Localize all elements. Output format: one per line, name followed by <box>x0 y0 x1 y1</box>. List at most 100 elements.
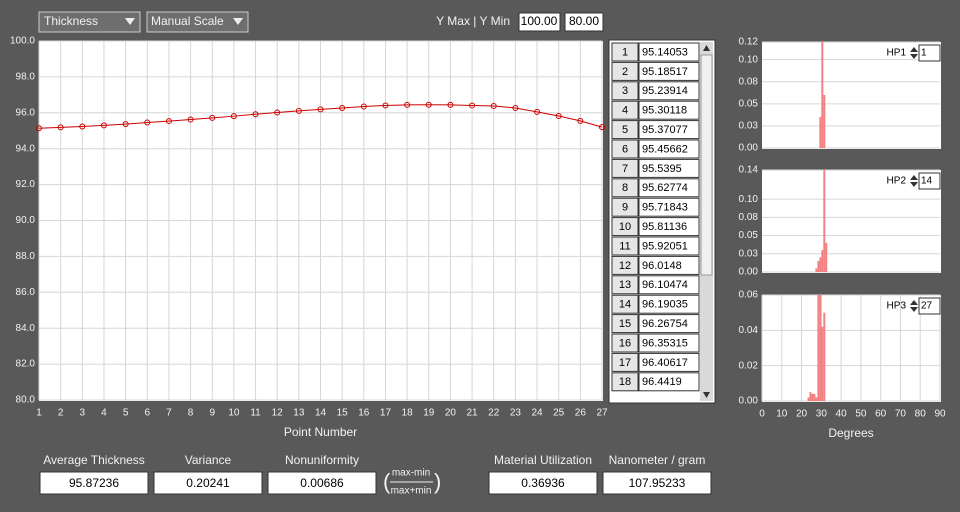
x-tick-label: 2 <box>58 408 64 419</box>
row-index-cell <box>611 217 639 237</box>
spinner-label: HP1 <box>887 48 907 59</box>
y-tick-label: 0.04 <box>739 325 759 336</box>
row-index-cell <box>611 314 639 334</box>
stat-box <box>39 471 149 495</box>
spinner-up[interactable] <box>910 175 918 180</box>
spinner-down[interactable] <box>910 54 918 59</box>
scroll-thumb[interactable] <box>700 54 713 276</box>
row-value: 96.40617 <box>642 357 688 369</box>
row-index-cell <box>611 120 639 140</box>
spinner-input[interactable] <box>918 172 941 190</box>
x-tick-label: 7 <box>166 408 172 419</box>
y-range-label: Y Max | Y Min <box>436 14 510 28</box>
row-index: 5 <box>622 124 628 136</box>
measure-dropdown[interactable] <box>38 11 141 33</box>
x-tick-label: 40 <box>836 409 848 420</box>
row-value: 95.14053 <box>642 46 688 58</box>
row-value-cell <box>638 158 700 178</box>
row-index-cell <box>611 178 639 198</box>
spinner-down[interactable] <box>910 182 918 187</box>
spinner-down[interactable] <box>910 307 918 312</box>
spinner-input[interactable] <box>918 297 941 315</box>
data-point <box>317 106 324 113</box>
row-value-cell <box>638 42 700 62</box>
spinner-value: 14 <box>921 176 933 187</box>
data-point <box>599 124 605 131</box>
row-index: 13 <box>619 279 631 291</box>
y-tick-label: 0.00 <box>739 143 759 154</box>
x-tick-label: 70 <box>895 409 907 420</box>
hist-bar <box>813 393 816 401</box>
x-axis-label: Point Number <box>284 425 357 439</box>
y-tick-label: 0.05 <box>739 98 759 109</box>
measure-value: Thickness <box>44 14 98 28</box>
x-tick-label: 14 <box>315 408 327 419</box>
hist-bar <box>825 242 828 272</box>
hist-bar <box>821 326 824 401</box>
data-line <box>38 104 603 129</box>
spinner-up[interactable] <box>910 47 918 52</box>
x-tick-label: 20 <box>796 409 808 420</box>
spinner-up[interactable] <box>910 300 918 305</box>
data-point <box>555 113 562 120</box>
y-tick-label: 0.05 <box>739 230 759 241</box>
scroll-up[interactable] <box>703 45 710 51</box>
hist-bar <box>807 397 810 401</box>
row-index: 8 <box>622 182 628 194</box>
y-tick-label: 0.12 <box>739 37 759 48</box>
row-index: 2 <box>622 66 628 78</box>
row-index: 18 <box>619 376 631 388</box>
row-value: 95.5395 <box>642 163 682 175</box>
data-point <box>100 122 107 129</box>
x-tick-label: 1 <box>36 408 42 419</box>
formula-numerator: max-min <box>392 468 430 479</box>
row-index-cell <box>611 197 639 217</box>
data-point <box>122 121 129 128</box>
data-point <box>425 101 432 108</box>
row-value: 96.19035 <box>642 299 688 311</box>
hist-bar <box>809 392 812 401</box>
stat-label: Average Thickness <box>43 453 145 467</box>
y-tick-label: 0.10 <box>739 54 759 65</box>
x-axis-label: Degrees <box>828 426 873 440</box>
y-max-input[interactable] <box>518 12 561 32</box>
paren-left: ( <box>383 469 391 494</box>
hist-bar <box>819 257 822 272</box>
row-index: 14 <box>619 299 631 311</box>
row-index: 16 <box>619 337 631 349</box>
row-value: 95.45662 <box>642 143 688 155</box>
row-index: 17 <box>619 357 631 369</box>
scroll-down[interactable] <box>703 392 710 398</box>
row-value-cell <box>638 100 700 120</box>
x-tick-label: 19 <box>423 408 435 419</box>
y-tick-label: 0.10 <box>739 194 759 205</box>
row-index-cell <box>611 333 639 353</box>
row-value-cell <box>638 294 700 314</box>
stat-value: 0.36936 <box>521 476 565 490</box>
x-tick-label: 60 <box>875 409 887 420</box>
row-index-cell <box>611 81 639 101</box>
data-point <box>36 125 42 132</box>
spinner-value: 1 <box>921 48 927 59</box>
data-point <box>339 104 346 111</box>
x-tick-label: 80 <box>915 409 927 420</box>
row-index-cell <box>611 42 639 62</box>
y-tick-label: 0.00 <box>739 267 759 278</box>
data-point <box>274 109 281 116</box>
hist-bar <box>821 42 824 148</box>
row-index: 9 <box>622 202 628 214</box>
y-tick-label: 98.0 <box>16 72 36 83</box>
row-index: 6 <box>622 143 628 155</box>
dropdown-arrow <box>125 18 135 25</box>
spinner-input[interactable] <box>918 44 941 62</box>
row-value: 96.4419 <box>642 376 682 388</box>
scale-dropdown[interactable] <box>146 11 249 33</box>
y-tick-label: 0.14 <box>739 165 759 176</box>
row-index: 1 <box>622 46 628 58</box>
data-point <box>360 103 367 110</box>
x-tick-label: 4 <box>101 408 107 419</box>
y-tick-label: 96.0 <box>16 107 36 118</box>
y-min-input[interactable] <box>564 12 604 32</box>
